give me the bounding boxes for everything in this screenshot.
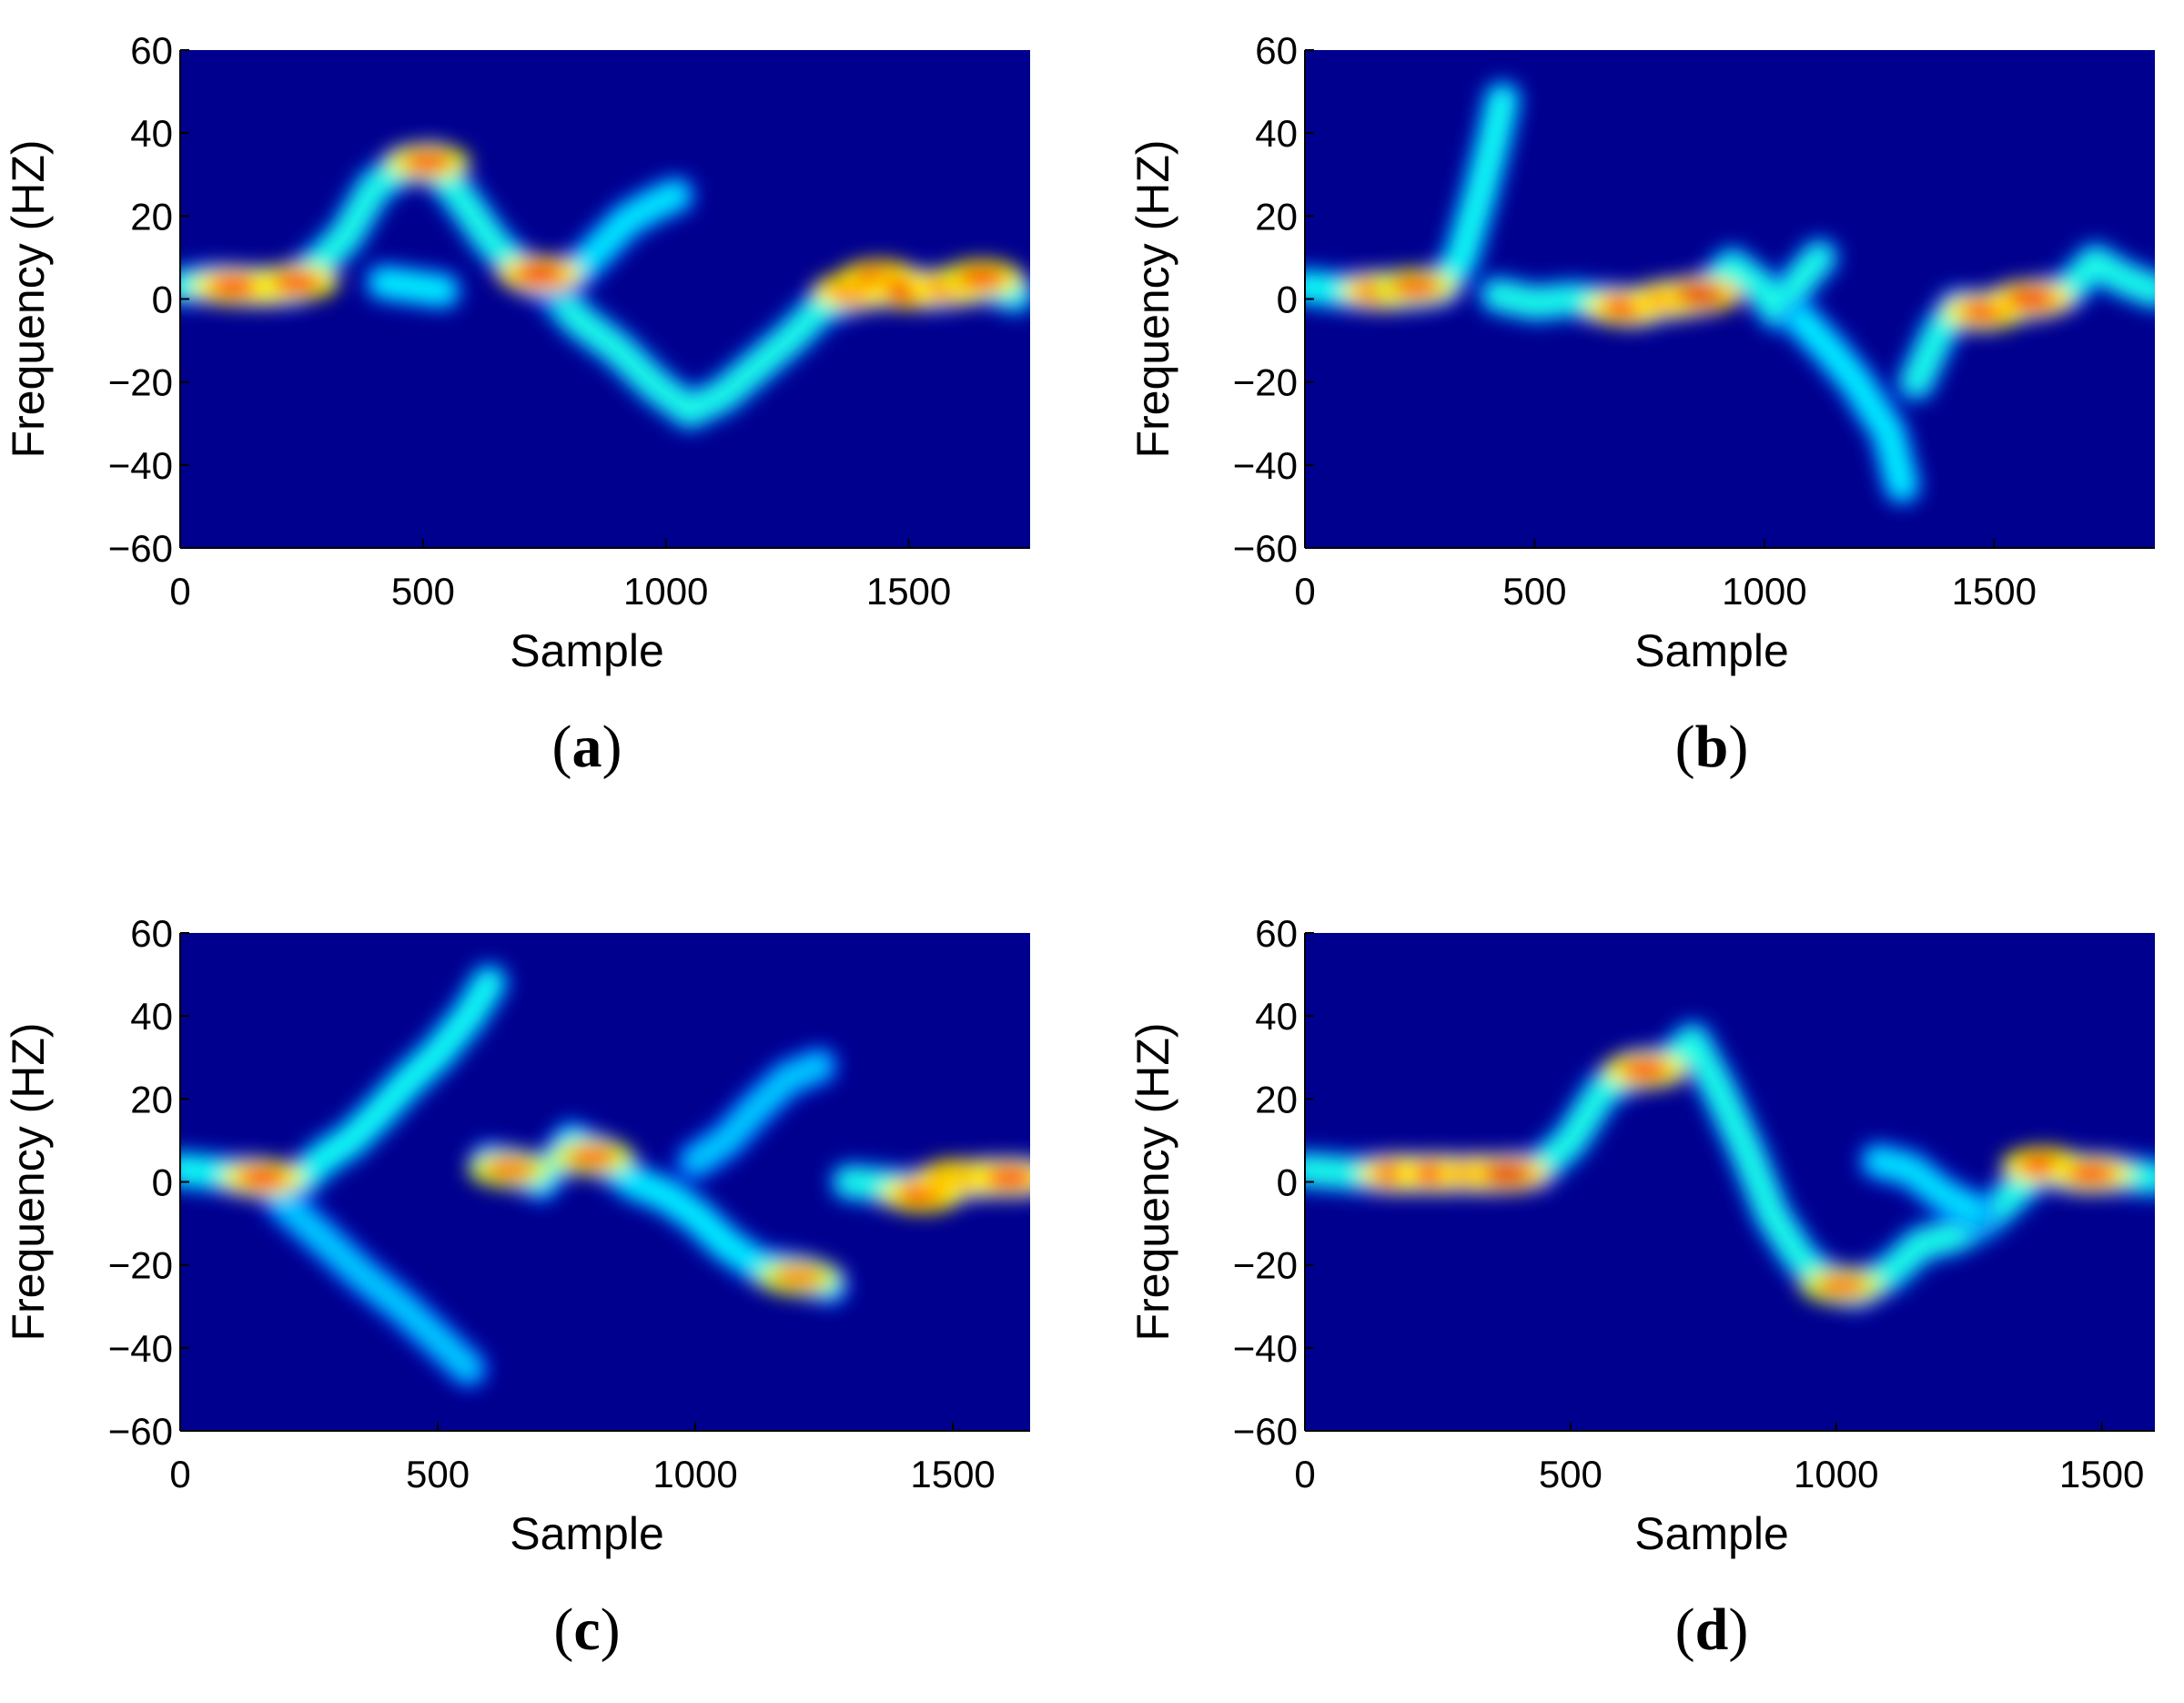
hotspot-core	[1674, 283, 1726, 306]
panel-caption: (b)	[1675, 714, 1749, 780]
y-tick-label: 60	[130, 912, 173, 955]
hotspot-core	[956, 267, 1007, 289]
hotspot-core	[1619, 1059, 1671, 1081]
y-tick-label: 0	[1277, 279, 1298, 321]
y-tick-label: −60	[1233, 527, 1298, 570]
heatmap-layer	[180, 141, 1030, 432]
y-tick-label: −60	[1233, 1410, 1298, 1453]
x-axis-label: Sample	[510, 625, 664, 676]
x-tick-label: 0	[1294, 570, 1315, 613]
x-tick-label: 1000	[623, 570, 708, 613]
ridge-core	[271, 1191, 480, 1381]
y-tick-label: −20	[1233, 361, 1298, 404]
y-tick-label: −40	[1233, 1327, 1298, 1370]
y-tick-label: −60	[108, 527, 173, 570]
x-tick-label: 500	[406, 1453, 470, 1495]
y-tick-label: 20	[1255, 195, 1298, 238]
x-axis-label: Sample	[510, 1508, 664, 1559]
hotspot-core	[484, 1158, 536, 1181]
x-tick-label: 1500	[2059, 1453, 2144, 1495]
y-tick-label: −20	[108, 1244, 173, 1287]
hotspot-core	[402, 151, 454, 174]
y-tick-label: 40	[1255, 112, 1298, 155]
hotspot-core	[773, 1266, 824, 1289]
x-tick-label: 0	[169, 570, 190, 613]
x-tick-label: 1000	[1794, 1453, 1878, 1495]
hotspot-core	[2005, 288, 2057, 310]
y-tick-label: −20	[1233, 1244, 1298, 1287]
y-tick-label: 40	[130, 995, 173, 1038]
y-tick-label: 0	[152, 1161, 173, 1204]
hotspot-core	[237, 1166, 288, 1189]
x-tick-label: 500	[1539, 1453, 1603, 1495]
panel-caption: (a)	[552, 714, 622, 780]
y-tick-label: 0	[152, 279, 173, 321]
y-axis-label: Frequency (HZ)	[3, 1022, 54, 1341]
x-tick-label: 1000	[1722, 570, 1806, 613]
hotspot-core	[1815, 1274, 1867, 1297]
heatmap-layer	[1305, 78, 2155, 507]
hotspot-core	[984, 1166, 1030, 1189]
heatmap-layer	[1305, 1019, 2155, 1311]
y-tick-label: 20	[130, 195, 173, 238]
hotspot-core	[1390, 275, 1441, 298]
y-tick-label: 20	[130, 1078, 173, 1120]
x-tick-label: 0	[169, 1453, 190, 1495]
ridge-core	[683, 1053, 831, 1173]
y-tick-label: −40	[108, 1327, 173, 1370]
y-tick-label: 60	[1255, 29, 1298, 72]
hotspot-core	[2065, 1162, 2117, 1185]
hotspot-core	[513, 263, 565, 286]
hotspot-core	[207, 275, 259, 298]
x-tick-label: 1500	[866, 570, 951, 613]
y-tick-label: −20	[108, 361, 173, 404]
x-tick-label: 1000	[652, 1453, 737, 1495]
y-tick-label: −40	[1233, 444, 1298, 487]
y-tick-label: 40	[1255, 995, 1298, 1038]
heatmap-layer	[180, 961, 1030, 1390]
hotspot-core	[1481, 1162, 1532, 1185]
y-tick-label: 60	[130, 29, 173, 72]
y-tick-label: 40	[130, 112, 173, 155]
y-tick-label: 20	[1255, 1078, 1298, 1120]
x-tick-label: 0	[1294, 1453, 1315, 1495]
hotspot-core	[271, 271, 323, 294]
y-axis-label: Frequency (HZ)	[1127, 1022, 1178, 1341]
y-tick-label: −60	[108, 1410, 173, 1453]
y-axis-label: Frequency (HZ)	[1127, 139, 1178, 458]
x-tick-label: 1500	[910, 1453, 995, 1495]
ridge-core	[1866, 1149, 1987, 1223]
hotspot-core	[566, 1146, 618, 1169]
ridge-core	[1789, 308, 1915, 498]
x-axis-label: Sample	[1634, 625, 1789, 676]
panel-caption: (d)	[1675, 1597, 1749, 1663]
x-tick-label: 1500	[1952, 570, 2037, 613]
y-tick-label: 60	[1255, 912, 1298, 955]
x-axis-label: Sample	[1634, 1508, 1789, 1559]
panel-caption: (c)	[553, 1597, 620, 1663]
y-tick-label: −40	[108, 444, 173, 487]
x-tick-label: 500	[1502, 570, 1566, 613]
ridge-core	[372, 270, 455, 303]
y-tick-label: 0	[1277, 1161, 1298, 1204]
y-axis-label: Frequency (HZ)	[3, 139, 54, 458]
x-tick-label: 500	[391, 570, 455, 613]
